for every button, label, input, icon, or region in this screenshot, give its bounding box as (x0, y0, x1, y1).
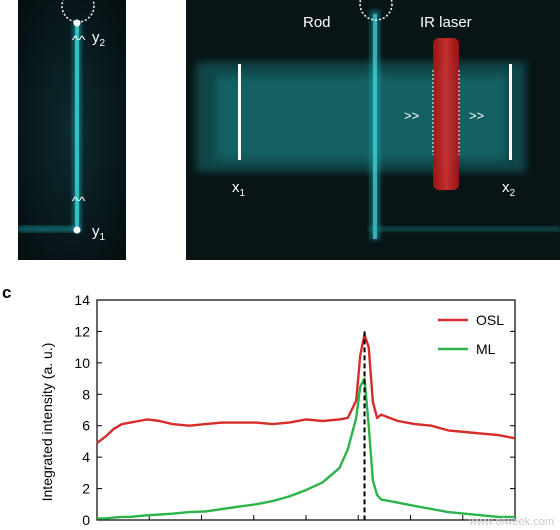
chart-axes: 0 2 4 6 8 10 12 14 Integrated intensity (a. u.) (39, 292, 516, 528)
point-y2-marker (73, 19, 81, 27)
micrograph-left-panel: ^^ ^^ y2 y1 (18, 0, 126, 260)
plot-frame (96, 299, 516, 521)
panel-label-c: c (2, 283, 12, 302)
y-tick-label: 6 (82, 418, 90, 434)
label-rod: Rod (303, 14, 331, 31)
micrograph-right-panel: Rod IR laser >> >> x1 x2 (186, 0, 560, 260)
rod-end-circle-right (359, 0, 393, 21)
series-line-osl (96, 333, 516, 444)
legend-label-osl: OSL (476, 312, 504, 328)
series-line-ml (97, 377, 515, 520)
y-tick-label: 10 (74, 355, 90, 371)
chart-legend: OSL ML (438, 312, 504, 357)
arrow-right-1: >> (404, 108, 420, 123)
label-y2: y2 (92, 29, 106, 49)
y-tick-label: 2 (82, 481, 90, 497)
micrograph-right-image (186, 0, 560, 260)
label-x2: x2 (502, 179, 516, 199)
label-y1: y1 (92, 223, 106, 243)
point-y1-marker (73, 226, 81, 234)
y-tick-label: 4 (82, 449, 90, 465)
y-tick-label: 14 (74, 292, 90, 308)
y-tick-label: 12 (74, 323, 90, 339)
y-tick-label: 8 (82, 386, 90, 402)
watermark: www.ofweek.com (469, 516, 554, 528)
arrow-up-top: ^^ (71, 33, 86, 47)
label-ir-laser: IR laser (420, 14, 472, 31)
micrograph-left-image (18, 0, 126, 260)
bar-x1 (238, 64, 241, 160)
arrow-right-2: >> (469, 108, 485, 123)
arrow-up-bottom: ^^ (71, 194, 86, 208)
y-tick-label: 0 (82, 512, 90, 528)
legend-label-ml: ML (476, 341, 496, 357)
bar-x2 (509, 64, 512, 160)
chart-series (96, 331, 516, 520)
y-axis-label: Integrated intensity (a. u.) (39, 343, 55, 502)
label-x1: x1 (232, 179, 246, 199)
ir-laser-band (433, 38, 459, 190)
